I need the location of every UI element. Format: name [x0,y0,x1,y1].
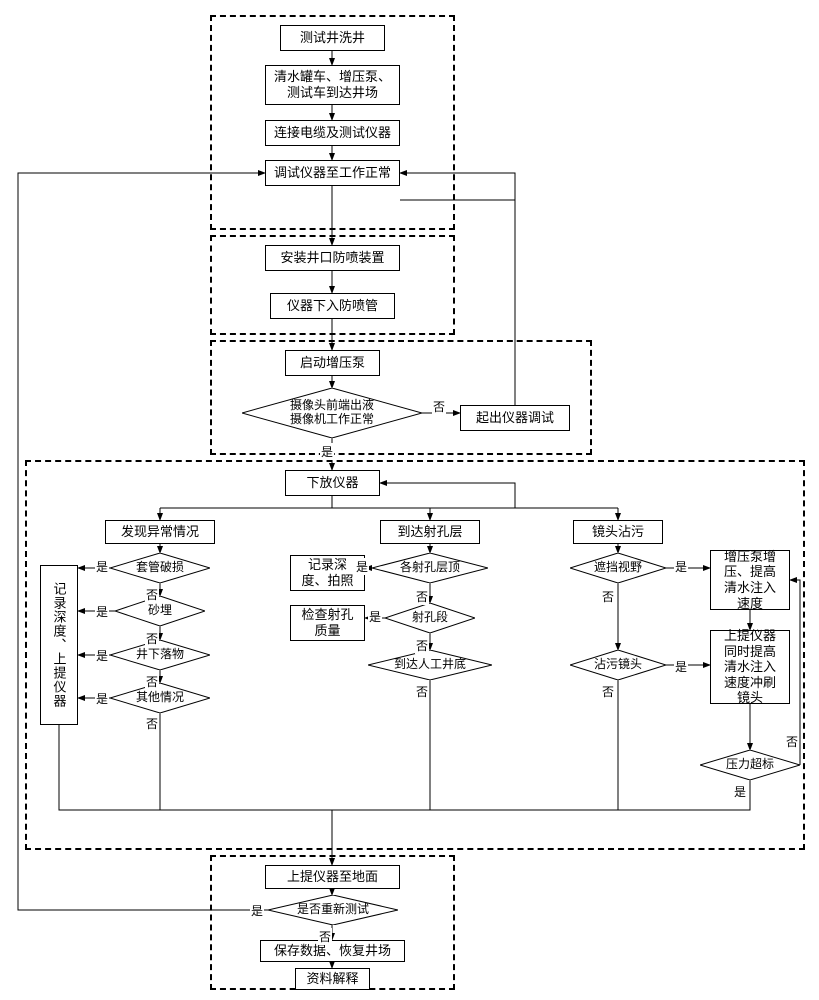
dec-perf-sec: 射孔段 [385,603,475,633]
t: 到达人工井底 [368,650,492,680]
lbl-d2-yes: 是 [95,558,109,575]
t: 摄像头前端出液摄像机工作正常 [242,388,422,438]
box-debug-ok: 调试仪器至工作正常 [265,160,400,186]
t: 套管破损 [110,553,210,583]
box-record-photo: 记录深度、拍照 [290,555,365,591]
t: 砂埋 [115,596,205,626]
lbl-d5-no: 否 [145,715,159,732]
lbl-d9-no: 否 [601,588,615,605]
lbl-d11-no: 否 [785,733,799,750]
t: 其他情况 [110,683,210,713]
t: 资料解释 [306,971,358,987]
box-save-restore: 保存数据、恢复井场 [260,940,405,962]
t: 记录深度、拍照 [301,557,353,588]
dec-block-view: 遮挡视野 [570,553,666,583]
lbl-d7-no: 否 [415,637,429,654]
t: 测试井洗井 [300,30,365,46]
dec-other: 其他情况 [110,683,210,713]
box-reach-perf: 到达射孔层 [380,520,480,544]
t: 调试仪器至工作正常 [274,165,391,181]
t: 井下落物 [110,640,210,670]
t: 起出仪器调试 [476,410,554,426]
lbl-d10-yes: 是 [674,658,688,675]
lbl-d1-no: 否 [432,398,446,415]
dec-td: 到达人工井底 [368,650,492,680]
lbl-d10-no: 否 [601,683,615,700]
lbl-d4-no: 否 [145,673,159,690]
t: 记录深度、上提仪器 [50,582,69,708]
dec-junk: 井下落物 [110,640,210,670]
box-arrive: 清水罐车、增压泵、测试车到达井场 [265,65,400,105]
lbl-d6-no: 否 [415,588,429,605]
box-start-pump: 启动增压泵 [285,350,380,376]
box-check-perf: 检查射孔质量 [290,605,365,641]
t: 是否重新测试 [268,895,398,925]
box-lower-bop: 仪器下入防喷管 [270,293,395,319]
box-lift-flush: 上提仪器同时提高清水注入速度冲刷镜头 [710,630,790,704]
box-lower-tool: 下放仪器 [285,470,380,496]
lbl-d8-no: 否 [415,683,429,700]
t: 各射孔层顶 [372,553,488,583]
lbl-d12-no: 否 [318,928,332,945]
t: 遮挡视野 [570,553,666,583]
dec-dirty-lens: 沾污镜头 [570,650,666,680]
t: 镜头沾污 [592,524,644,540]
t: 连接电缆及测试仪器 [274,125,391,141]
lbl-d5-yes: 是 [95,690,109,707]
lbl-d1-yes: 是 [320,443,334,460]
dec-retest: 是否重新测试 [268,895,398,925]
t: 检查射孔质量 [301,607,353,638]
lbl-d7-yes: 是 [368,608,382,625]
vbox-record-lift: 记录深度、上提仪器 [40,565,78,725]
lbl-d2-no: 否 [145,586,159,603]
lbl-d4-yes: 是 [95,647,109,664]
dec-perf-top: 各射孔层顶 [372,553,488,583]
t: 安装井口防喷装置 [280,250,384,266]
lbl-d9-yes: 是 [674,558,688,575]
t: 下放仪器 [306,475,358,491]
t: 射孔段 [385,603,475,633]
box-install-bop: 安装井口防喷装置 [265,245,400,271]
box-lens-dirty: 镜头沾污 [573,520,663,544]
t: 发现异常情况 [121,524,199,540]
box-lift-surface: 上提仪器至地面 [265,865,400,889]
t: 上提仪器同时提高清水注入速度冲刷镜头 [724,628,776,706]
t: 增压泵增压、提高清水注入速度 [724,549,776,611]
dec-sand: 砂埋 [115,596,205,626]
flowchart-canvas: 测试井洗井 清水罐车、增压泵、测试车到达井场 连接电缆及测试仪器 调试仪器至工作… [10,10,810,990]
dec-camera-ok: 摄像头前端出液摄像机工作正常 [242,388,422,438]
t: 到达射孔层 [397,524,462,540]
t: 上提仪器至地面 [287,869,378,885]
box-boost-flow: 增压泵增压、提高清水注入速度 [710,550,790,610]
lbl-d12-yes: 是 [250,902,264,919]
t: 仪器下入防喷管 [287,298,378,314]
lbl-d3-yes: 是 [95,603,109,620]
t: 压力超标 [700,750,800,780]
dec-casing: 套管破损 [110,553,210,583]
box-abnormal: 发现异常情况 [105,520,215,544]
t: 沾污镜头 [570,650,666,680]
box-wash-well: 测试井洗井 [280,25,385,51]
box-interpret: 资料解释 [295,968,370,990]
t: 启动增压泵 [300,355,365,371]
t: 保存数据、恢复井场 [274,943,391,959]
lbl-d3-no: 否 [145,630,159,647]
lbl-d6-yes: 是 [355,558,369,575]
box-connect: 连接电缆及测试仪器 [265,120,400,146]
box-retrieve-debug: 起出仪器调试 [460,405,570,431]
lbl-d11-yes: 是 [733,783,747,800]
dec-overpress: 压力超标 [700,750,800,780]
t: 清水罐车、增压泵、测试车到达井场 [274,69,391,100]
